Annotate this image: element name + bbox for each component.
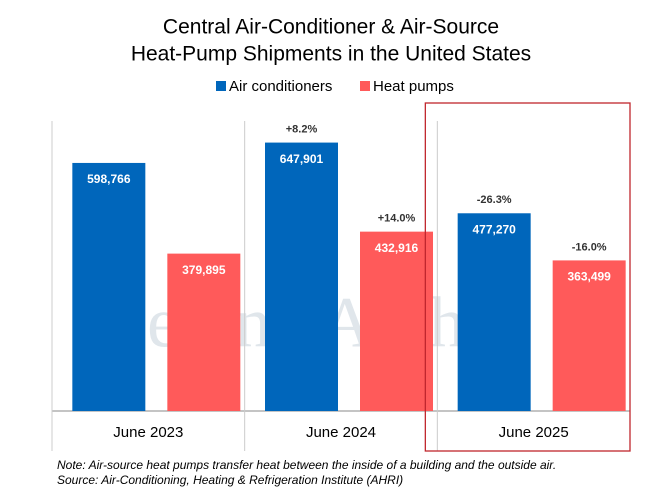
x-tick-label: June 2025 — [499, 424, 569, 441]
value-label: 477,270 — [472, 222, 516, 236]
value-label: 432,916 — [375, 241, 419, 255]
change-label: +14.0% — [378, 213, 416, 225]
value-label: 363,499 — [567, 270, 611, 284]
change-label: +8.2% — [286, 123, 318, 135]
value-label: 379,895 — [182, 263, 226, 277]
value-label: 647,901 — [280, 152, 324, 166]
bar — [167, 253, 241, 411]
x-tick-label: June 2023 — [113, 424, 183, 441]
bar — [360, 231, 433, 411]
x-tick-label: June 2024 — [306, 424, 376, 441]
change-label: -16.0% — [572, 241, 607, 253]
bar — [72, 162, 146, 411]
source: Source: Air-Conditioning, Heating & Refr… — [57, 473, 403, 487]
bar — [265, 142, 338, 412]
bar — [552, 260, 626, 411]
legend-label: Heat pumps — [373, 78, 454, 95]
value-label: 598,766 — [87, 172, 131, 186]
highlight-box — [424, 102, 631, 452]
chart-title: Heat-Pump Shipments in the United States — [131, 43, 531, 66]
chart-title: Central Air-Conditioner & Air-Source — [163, 16, 499, 39]
bar — [457, 213, 531, 411]
change-label: -26.3% — [477, 194, 512, 206]
legend-label: Air conditioners — [229, 78, 332, 95]
legend-swatch — [216, 81, 226, 91]
legend-swatch — [360, 81, 370, 91]
note: Note: Air-source heat pumps transfer hea… — [57, 458, 556, 472]
